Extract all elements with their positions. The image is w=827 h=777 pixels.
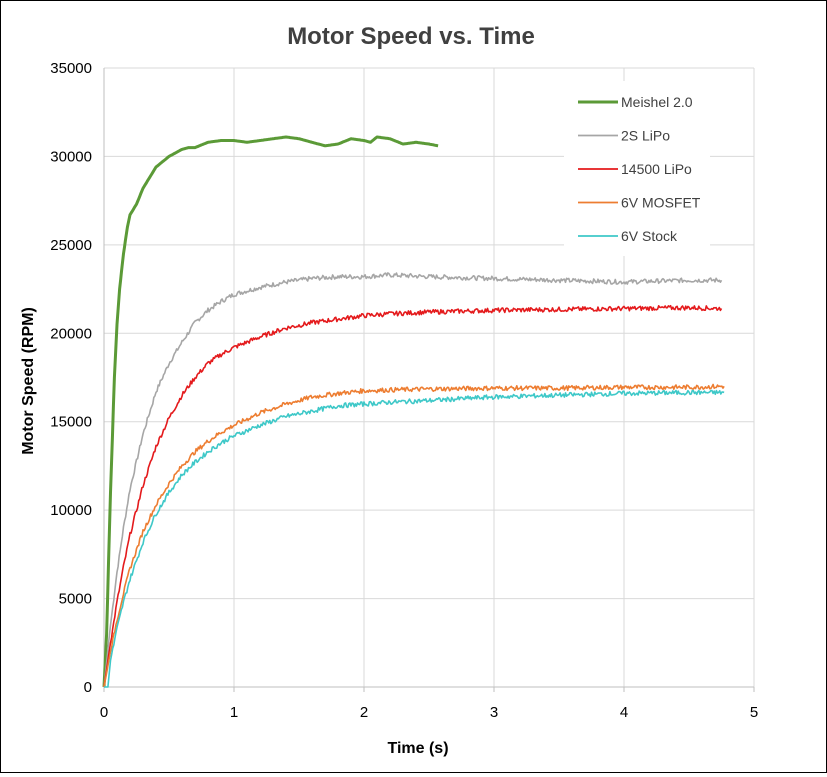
legend-label: 6V Stock <box>621 228 678 244</box>
legend-label: 6V MOSFET <box>621 195 701 211</box>
y-tick-label: 15000 <box>50 414 92 431</box>
series-line-2s-lipo <box>103 272 723 688</box>
x-tick-label: 5 <box>750 704 758 721</box>
y-tick-label: 25000 <box>50 237 92 254</box>
y-axis-title: Motor Speed (RPM) <box>20 307 37 455</box>
y-tick-label: 30000 <box>50 148 92 165</box>
series-line-6v-stock <box>104 389 725 688</box>
legend-label: 2S LiPo <box>621 128 670 144</box>
legend: Meishel 2.0 2S LiPo 14500 LiPo 6V MOSFET 6V … <box>564 81 710 256</box>
tick-labels: 0 5000 10000 15000 20000 25000 30000 35000 0 1 2 3 4… <box>50 60 758 721</box>
x-tick-label: 3 <box>490 704 498 721</box>
series-line-6v-mosfet <box>103 383 725 688</box>
series-lines <box>102 135 725 688</box>
x-axis-title: Time (s) <box>387 740 448 757</box>
y-tick-label: 0 <box>84 679 92 696</box>
series-line-meishel-2-0 <box>102 135 439 688</box>
y-tick-label: 5000 <box>59 591 92 608</box>
chart-title: Motor Speed vs. Time <box>287 23 535 50</box>
y-tick-label: 20000 <box>50 325 92 342</box>
axes <box>103 68 755 692</box>
x-tick-label: 0 <box>100 704 108 721</box>
legend-label: 14500 LiPo <box>621 161 692 177</box>
x-tick-label: 2 <box>360 704 368 721</box>
legend-label: Meishel 2.0 <box>621 94 693 110</box>
y-tick-label: 35000 <box>50 60 92 77</box>
x-tick-label: 4 <box>620 704 628 721</box>
x-tick-label: 1 <box>230 704 238 721</box>
y-tick-label: 10000 <box>50 502 92 519</box>
series-line-14500-lipo <box>103 304 723 688</box>
